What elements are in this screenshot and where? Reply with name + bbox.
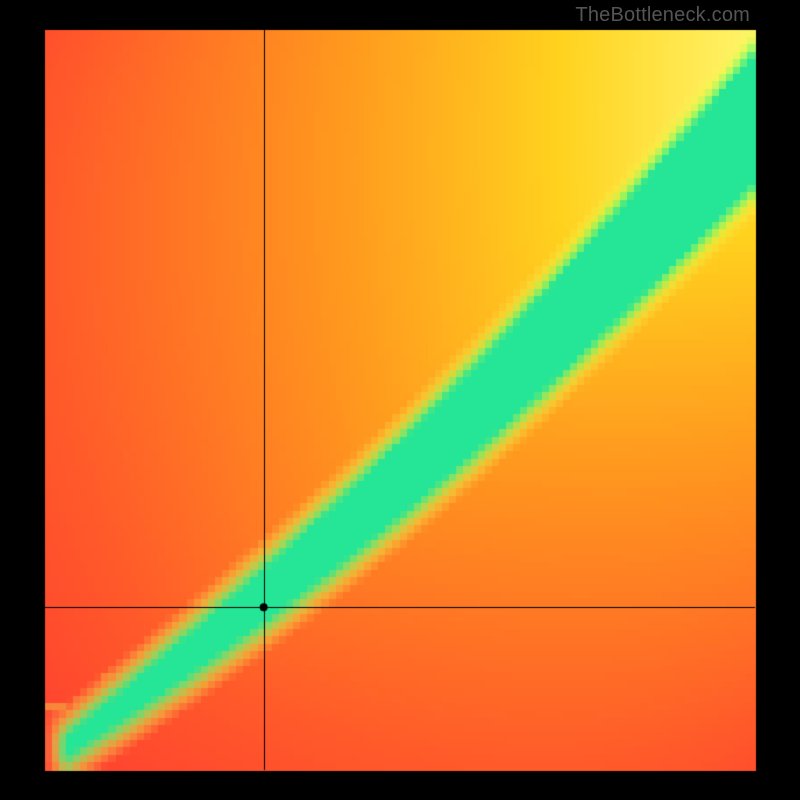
watermark-label: TheBottleneck.com — [575, 4, 750, 27]
heatmap-canvas — [0, 0, 800, 800]
chart-container: TheBottleneck.com — [0, 0, 800, 800]
